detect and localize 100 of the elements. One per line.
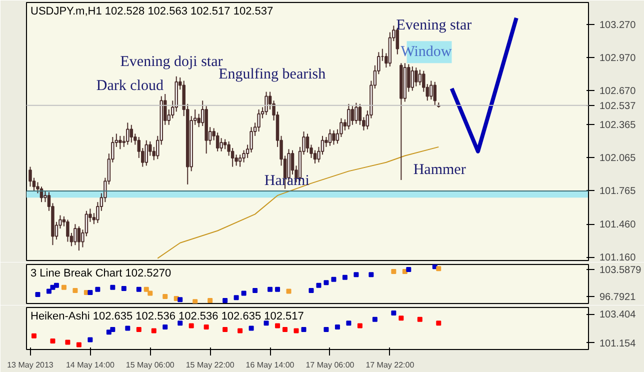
point [391, 268, 396, 274]
candlestick [28, 166, 32, 188]
candlestick [410, 66, 414, 92]
x-tick-label: 15 May 22:00 [186, 360, 235, 370]
point [248, 326, 254, 331]
chart-title: USDJPY.m,H1 102.528 102.563 102.517 102.537 [30, 6, 274, 18]
point [264, 320, 269, 326]
point [346, 320, 352, 326]
point [65, 340, 70, 345]
x-tick-label: 17 May 22:00 [366, 360, 415, 370]
candlestick [347, 103, 350, 130]
point [294, 328, 299, 334]
candlestick [313, 150, 317, 164]
point [76, 342, 82, 348]
point [308, 288, 314, 294]
point [162, 294, 168, 299]
candlestick [197, 113, 200, 128]
candlestick [332, 130, 336, 146]
candlestick [354, 102, 358, 124]
point [391, 310, 396, 316]
point [268, 286, 273, 292]
candlestick [66, 219, 70, 242]
point [88, 337, 93, 342]
candlestick [223, 138, 227, 150]
chart-title: 3 Line Break Chart 102.5270 [30, 268, 172, 280]
point [398, 316, 404, 321]
point [50, 284, 56, 290]
x-tick-label: 15 May 06:00 [126, 360, 175, 370]
point [436, 266, 442, 272]
point [188, 323, 194, 328]
candlestick [44, 190, 47, 203]
y-tick-label: 102.670 [600, 86, 636, 98]
point [31, 333, 36, 338]
x-tick-label: 16 May 14:00 [246, 360, 295, 370]
point [110, 327, 116, 332]
point [238, 328, 243, 334]
point [50, 338, 56, 344]
x-tick-label: 13 May 2013 [7, 360, 54, 370]
candlestick [350, 106, 354, 126]
point [406, 266, 412, 272]
point [61, 284, 66, 290]
point [162, 324, 168, 330]
point [241, 290, 246, 296]
point [95, 286, 100, 292]
y-tick-label: 102.365 [600, 120, 636, 131]
candlestick [320, 135, 324, 156]
point [121, 286, 126, 292]
candlestick [257, 108, 260, 132]
candlestick [433, 81, 437, 106]
candlestick [220, 138, 223, 152]
point [136, 327, 142, 332]
point [72, 288, 78, 294]
y-tick-label: 101.765 [600, 186, 636, 197]
candlestick [290, 150, 294, 175]
y-tick-label: 103.5879 [600, 265, 642, 276]
candlestick [414, 67, 418, 87]
point [334, 324, 340, 330]
point [275, 286, 280, 292]
point [342, 274, 348, 280]
candlestick [77, 226, 81, 252]
candlestick [264, 91, 268, 116]
point [178, 297, 183, 302]
point [151, 328, 156, 334]
point [125, 326, 130, 331]
point [192, 299, 198, 304]
candlestick [430, 80, 433, 100]
point [208, 298, 213, 303]
candlestick [74, 224, 77, 246]
ref-line-label: 102.537 [600, 100, 636, 112]
candlestick [126, 122, 130, 146]
point [316, 282, 322, 288]
y-tick-label: 102.065 [600, 152, 636, 164]
point [282, 327, 288, 332]
point [324, 327, 329, 332]
annotation: Evening star [396, 17, 472, 34]
point [54, 282, 59, 288]
y-tick-label: 103.404 [600, 310, 636, 321]
y-tick-label: 103.270 [600, 20, 636, 32]
point [136, 286, 142, 292]
point [178, 320, 183, 326]
point [35, 292, 40, 297]
candlestick [418, 69, 422, 86]
y-tick-label: 96.7921 [600, 292, 636, 303]
y-tick-label: 102.970 [600, 53, 636, 64]
point [144, 286, 149, 292]
annotation: Dark cloud [96, 78, 164, 94]
point [324, 280, 329, 286]
point [222, 298, 228, 303]
point [234, 295, 239, 300]
candlestick [328, 128, 332, 146]
point [372, 316, 378, 322]
point [436, 320, 442, 326]
point [286, 288, 292, 294]
candlestick [130, 124, 134, 144]
point [331, 276, 336, 282]
point [222, 327, 228, 332]
candlestick [144, 140, 148, 166]
y-tick-label: 101.160 [600, 252, 636, 264]
point [417, 316, 422, 322]
point [88, 290, 93, 295]
